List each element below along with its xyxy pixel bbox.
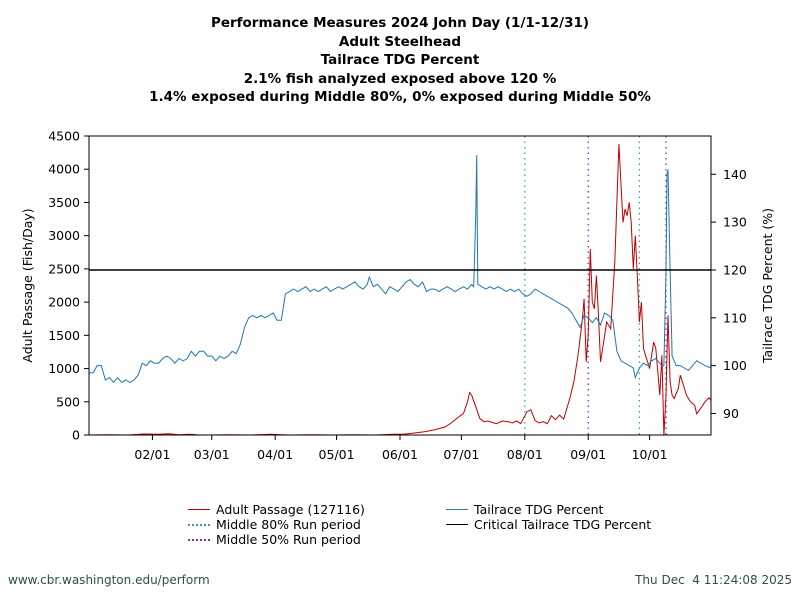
left-tick-label: 4500 (48, 129, 80, 144)
right-tick-label: 120 (723, 262, 747, 277)
legend-label: Middle 80% Run period (216, 517, 361, 532)
right-tick-label: 100 (723, 358, 747, 373)
left-tick-label: 0 (72, 428, 80, 443)
right-tick-label: 130 (723, 215, 747, 230)
legend-line-swatch (446, 509, 468, 510)
right-tick-label: 90 (723, 406, 739, 421)
legend-label: Middle 50% Run period (216, 532, 361, 547)
x-tick-label: 03/01 (194, 447, 230, 462)
left-tick-label: 1500 (48, 328, 80, 343)
chart-titles: Performance Measures 2024 John Day (1/1-… (0, 14, 800, 107)
y-axis-right-label: Tailrace TDG Percent (%) (760, 208, 775, 364)
legend-item: Critical Tailrace TDG Percent (446, 517, 651, 532)
y-axis-left-label: Adult Passage (Fish/Day) (20, 208, 35, 362)
legend-item: Adult Passage (127116) (188, 502, 365, 517)
left-tick-label: 500 (56, 394, 80, 409)
x-tick-label: 04/01 (257, 447, 293, 462)
title-line-1: Performance Measures 2024 John Day (1/1-… (210, 15, 590, 31)
legend-item: Tailrace TDG Percent (446, 502, 651, 517)
x-tick-label: 07/01 (443, 447, 479, 462)
legend-line-swatch (188, 509, 210, 510)
legend-column-left: Adult Passage (127116) Middle 80% Run per… (188, 502, 365, 547)
legend-label: Critical Tailrace TDG Percent (474, 517, 652, 532)
x-tick-label: 09/01 (570, 447, 606, 462)
left-tick-label: 1000 (48, 361, 80, 376)
legend-dot-swatch (188, 538, 210, 541)
title-line-4: 2.1% fish analyzed exposed above 120 % (243, 70, 557, 87)
legend-item: Middle 80% Run period (188, 517, 365, 532)
x-tick-label: 10/01 (632, 447, 668, 462)
legend-dot-swatch (188, 523, 210, 526)
left-tick-label: 2000 (48, 295, 80, 310)
right-tick-label: 140 (723, 167, 747, 182)
left-tick-label: 3500 (48, 195, 80, 210)
legend-column-right: Tailrace TDG Percent Critical Tailrace TD… (446, 502, 651, 532)
left-tick-label: 2500 (48, 261, 80, 276)
x-tick-label: 08/01 (507, 447, 543, 462)
x-tick-label: 02/01 (134, 447, 170, 462)
x-tick-label: 06/01 (382, 447, 418, 462)
footer-timestamp: Thu Dec 4 11:24:08 2025 (635, 573, 792, 587)
legend-item: Middle 50% Run period (188, 532, 365, 547)
legend-label: Tailrace TDG Percent (474, 502, 604, 517)
title-line-3: Tailrace TDG Percent (320, 52, 480, 68)
legend-line-swatch (446, 524, 468, 525)
title-line-5: 1.4% exposed during Middle 80%, 0% expos… (149, 89, 651, 105)
series-tailrace-tdg (89, 155, 711, 384)
x-tick-label: 05/01 (319, 447, 355, 462)
title-line-2: Adult Steelhead (338, 33, 462, 50)
footer-url[interactable]: www.cbr.washington.edu/perform (8, 573, 210, 587)
left-tick-label: 4000 (48, 162, 80, 177)
right-tick-label: 110 (723, 310, 747, 325)
plot-frame (88, 135, 712, 436)
legend-label: Adult Passage (127116) (216, 502, 365, 517)
left-tick-label: 3000 (48, 228, 80, 243)
